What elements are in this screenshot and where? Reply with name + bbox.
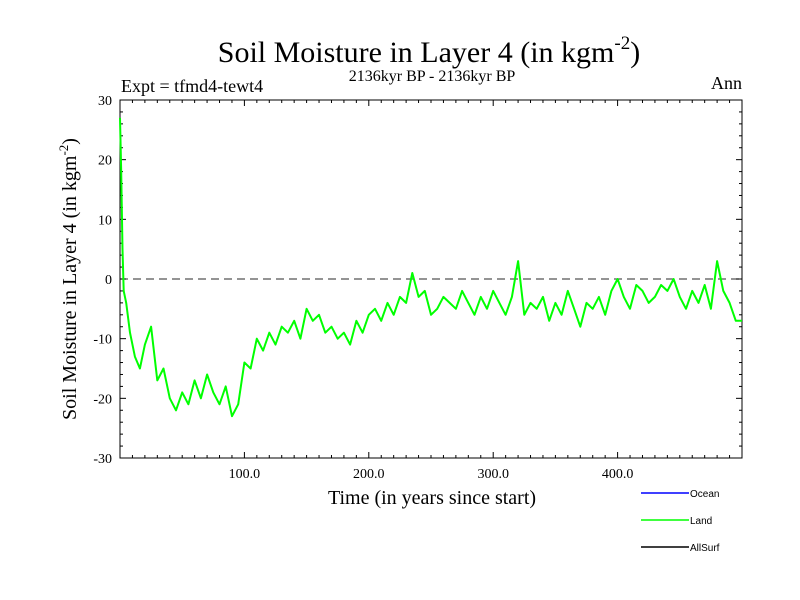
y-tick-label: -10 (93, 333, 112, 348)
y-axis-label: Soil Moisture in Layer 4 (in kgm-2) (56, 138, 81, 420)
x-tick-label: 400.0 (602, 467, 634, 482)
y-tick-label: 10 (98, 213, 112, 228)
legend-label-allsurf: AllSurf (690, 543, 720, 554)
chart-title: Soil Moisture in Layer 4 (in kgm-2) (218, 33, 640, 69)
experiment-label: Expt = tfmd4-tewt4 (121, 76, 263, 96)
y-axis-ticks: -30 -20 -10 0 10 20 30 (93, 94, 742, 467)
x-tick-label: 200.0 (353, 467, 385, 482)
legend-label-land: Land (690, 516, 712, 527)
season-label: Ann (711, 73, 742, 93)
legend-label-ocean: Ocean (690, 489, 719, 500)
chart-title-main: Soil Moisture in Layer 4 (in kgm (218, 36, 615, 69)
x-axis-label: Time (in years since start) (328, 487, 536, 509)
chart-title-close: ) (630, 36, 640, 69)
y-axis-label-exponent: -2 (56, 145, 71, 156)
y-axis-label-main: Soil Moisture in Layer 4 (in kgm (59, 155, 81, 420)
chart-title-exponent: -2 (614, 33, 630, 54)
y-tick-label: -30 (93, 452, 112, 467)
series-line-land (119, 117, 742, 418)
x-tick-label: 300.0 (477, 467, 509, 482)
x-axis-ticks: 100.0 200.0 300.0 400.0 (131, 100, 731, 482)
x-tick-label: 100.0 (229, 467, 261, 482)
y-tick-label: 30 (98, 94, 112, 109)
period-label: 2136kyr BP - 2136kyr BP (349, 68, 516, 85)
y-tick-label: 0 (105, 273, 112, 288)
y-tick-label: -20 (93, 392, 112, 407)
y-tick-label: 20 (98, 154, 112, 169)
y-axis-label-close: ) (59, 138, 81, 145)
legend: Ocean Land AllSurf (641, 489, 720, 554)
